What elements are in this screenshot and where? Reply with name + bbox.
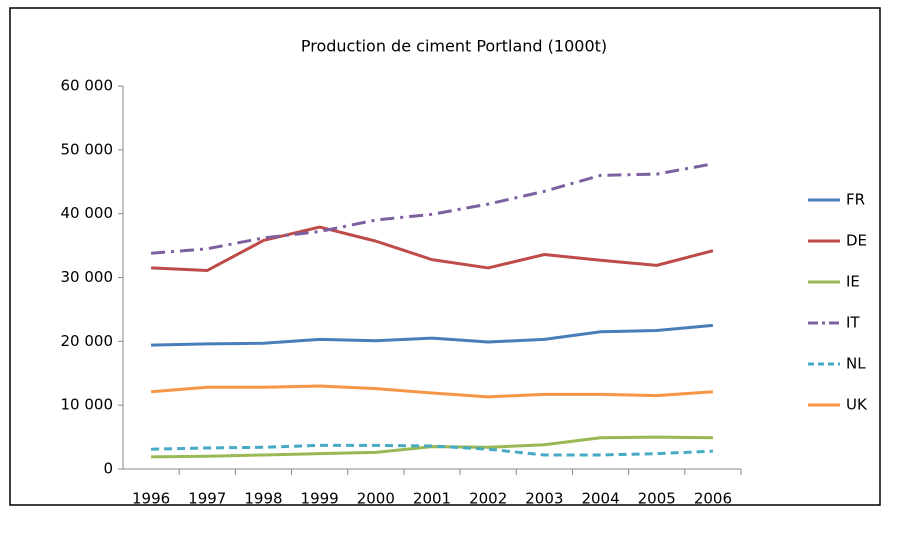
x-tick-label: 2002 [469, 490, 507, 508]
series-line [151, 443, 713, 457]
x-tick-label: 2006 [694, 490, 732, 508]
legend-label: DE [846, 232, 867, 250]
y-tick-label: 50 000 [61, 140, 114, 158]
chart-title: Production de ciment Portland (1000t) [301, 37, 607, 56]
series-line [151, 225, 714, 272]
legend-label: UK [846, 396, 868, 414]
y-tick-label: 10 000 [61, 396, 114, 414]
series-line [151, 323, 714, 347]
legend-label: NL [846, 355, 866, 373]
series-line [150, 384, 714, 399]
x-tick-label: 1998 [244, 490, 282, 508]
y-tick-label: 40 000 [61, 204, 114, 222]
x-tick-label: 2005 [638, 490, 676, 508]
x-tick-label: 2001 [413, 490, 451, 508]
series-line [150, 162, 714, 255]
legend-label: FR [846, 191, 865, 209]
x-tick-label: 1999 [301, 490, 339, 508]
legend-label: IT [846, 314, 860, 332]
x-tick-label: 1997 [188, 490, 226, 508]
x-tick-label: 2003 [525, 490, 563, 508]
legend-label: IE [846, 273, 860, 291]
x-tick-label: 1996 [132, 490, 170, 508]
x-tick-label: 2000 [357, 490, 395, 508]
chart-frame [9, 7, 881, 506]
y-tick-label: 30 000 [61, 268, 114, 286]
x-tick-label: 2004 [581, 490, 619, 508]
y-tick-label: 0 [103, 460, 113, 478]
y-tick-label: 60 000 [61, 77, 114, 95]
y-tick-label: 20 000 [61, 332, 114, 350]
